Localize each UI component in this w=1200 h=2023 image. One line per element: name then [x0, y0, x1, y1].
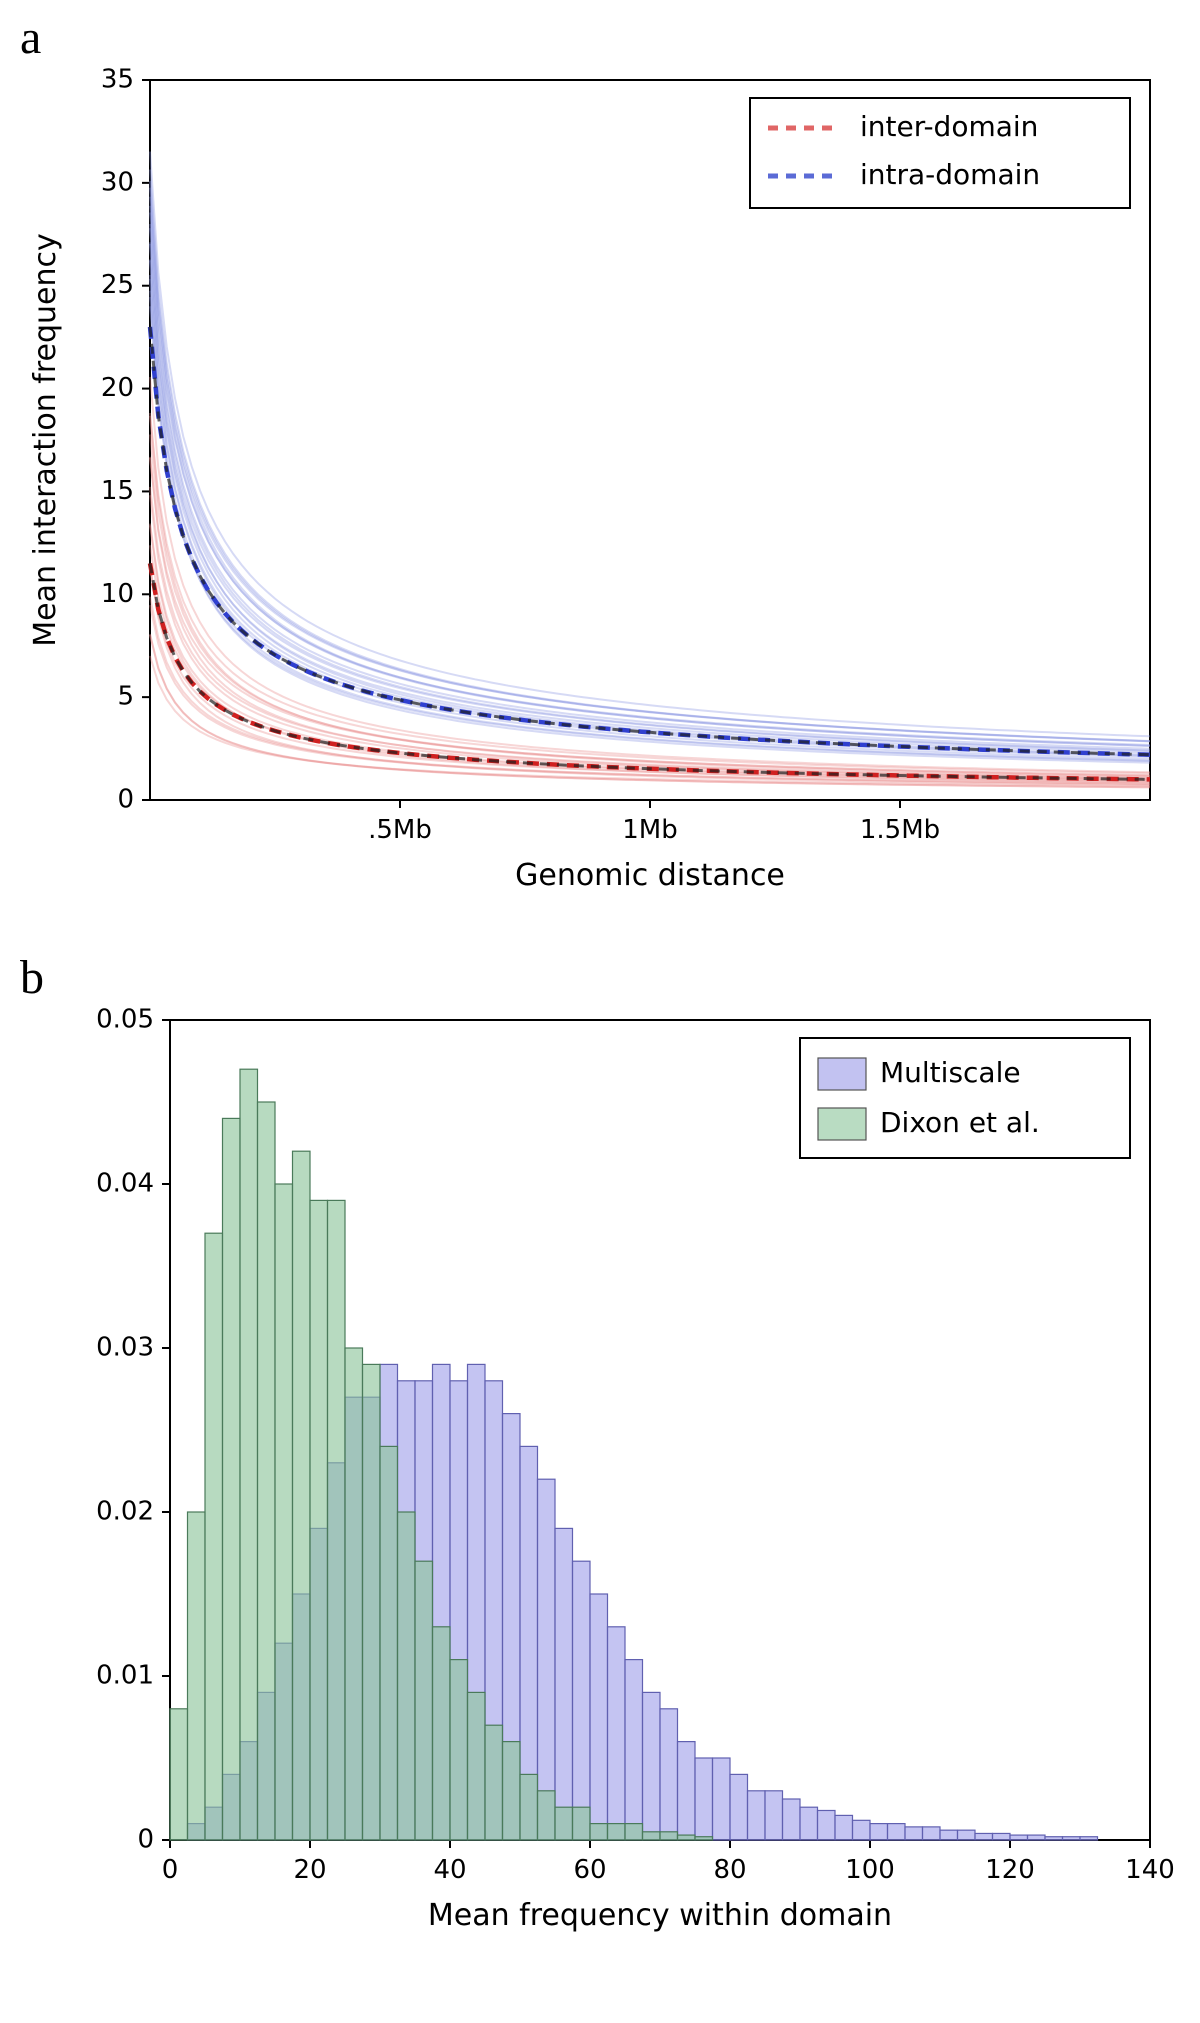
svg-text:0.02: 0.02: [96, 1497, 154, 1527]
svg-text:Mean frequency within domain: Mean frequency within domain: [428, 1898, 892, 1933]
chart-b: 0 0.01 0.02 0.03 0.04 0.05 0 20 40 60 80 100 120 140 M…: [20, 960, 1180, 1960]
svg-text:40: 40: [433, 1855, 466, 1885]
svg-text:0: 0: [137, 1825, 154, 1855]
svg-text:5: 5: [117, 682, 134, 712]
svg-text:10: 10: [101, 579, 134, 609]
svg-text:25: 25: [101, 270, 134, 300]
svg-text:intra-domain: intra-domain: [860, 158, 1040, 191]
legend-a: inter-domain intra-domain: [750, 98, 1130, 208]
panel-a-label: a: [20, 10, 41, 65]
svg-text:0: 0: [162, 1855, 179, 1885]
svg-text:15: 15: [101, 476, 134, 506]
figure: a 05101520253035.5Mb1Mb1.5MbGenomic dist…: [20, 20, 1180, 1960]
svg-text:Mean interaction frequency: Mean interaction frequency: [28, 233, 63, 647]
svg-text:.5Mb: .5Mb: [368, 815, 432, 845]
svg-text:100: 100: [845, 1855, 895, 1885]
svg-text:80: 80: [713, 1855, 746, 1885]
svg-text:0: 0: [117, 785, 134, 815]
svg-text:1.5Mb: 1.5Mb: [860, 815, 940, 845]
svg-text:Dixon et al.: Dixon et al.: [880, 1106, 1040, 1139]
svg-text:Genomic distance: Genomic distance: [515, 858, 785, 893]
svg-text:inter-domain: inter-domain: [860, 110, 1038, 143]
svg-text:Multiscale: Multiscale: [880, 1056, 1021, 1089]
svg-text:0.03: 0.03: [96, 1333, 154, 1363]
svg-text:0.01: 0.01: [96, 1661, 154, 1691]
legend-b: Multiscale Dixon et al.: [800, 1038, 1130, 1158]
svg-text:30: 30: [101, 167, 134, 197]
chart-a: 0 5 10 15 20 25 30 35 .5Mb 1Mb 1.5Mb Genomic distan…: [20, 20, 1180, 920]
panel-b-label: b: [20, 950, 44, 1005]
svg-text:0.05: 0.05: [96, 1005, 154, 1035]
svg-text:1Mb: 1Mb: [622, 815, 677, 845]
svg-text:20: 20: [293, 1855, 326, 1885]
svg-text:120: 120: [985, 1855, 1035, 1885]
panel-a: a 05101520253035.5Mb1Mb1.5MbGenomic dist…: [20, 20, 1180, 920]
svg-text:140: 140: [1125, 1855, 1175, 1885]
svg-text:60: 60: [573, 1855, 606, 1885]
svg-text:35: 35: [101, 65, 134, 95]
svg-text:0.04: 0.04: [96, 1169, 154, 1199]
svg-text:20: 20: [101, 373, 134, 403]
panel-b: b 00.010.020.030.040.0502040608010012014…: [20, 960, 1180, 1960]
